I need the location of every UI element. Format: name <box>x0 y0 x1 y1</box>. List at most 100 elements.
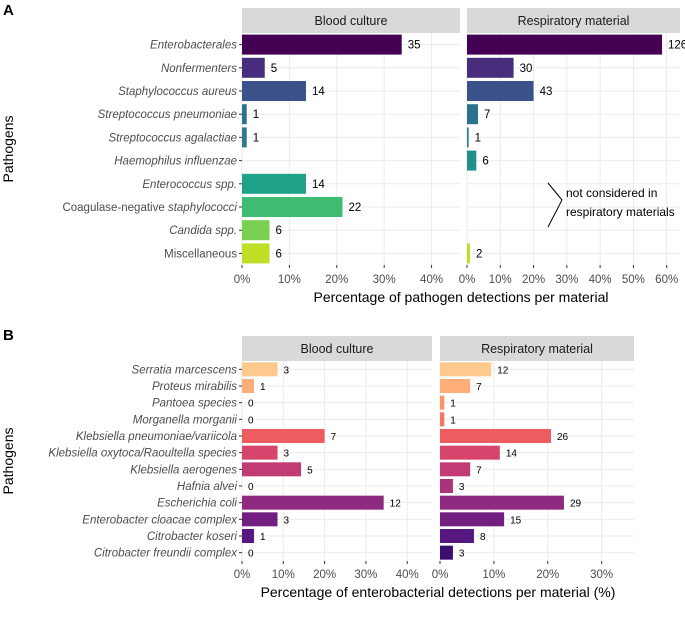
bar <box>467 57 514 78</box>
annotation-bracket <box>547 182 563 228</box>
bar <box>242 362 278 377</box>
data-label: 7 <box>476 465 482 476</box>
bar <box>467 104 478 125</box>
category-label: Staphylococcus aureus <box>118 86 237 98</box>
bar <box>440 379 471 393</box>
data-label: 5 <box>307 465 313 476</box>
bar <box>467 243 470 264</box>
category-label: Streptococcus agalactiae <box>109 132 238 144</box>
x-tick-label: 30% <box>373 274 396 286</box>
category-label: Citrobacter freundii complex <box>94 548 238 560</box>
bar <box>242 495 384 510</box>
data-label: 1 <box>253 109 259 121</box>
x-tick-label: 40% <box>589 274 612 286</box>
bar <box>440 362 492 377</box>
data-label: 30 <box>520 63 533 75</box>
bar <box>242 512 278 527</box>
category-label: Klebsiella aerogenes <box>130 464 237 476</box>
category-label: Nonfermenters <box>161 63 237 75</box>
plot-area <box>242 33 460 265</box>
x-tick-label: 0% <box>234 274 251 286</box>
data-label: 3 <box>459 482 465 493</box>
x-tick-label: 20% <box>313 569 336 581</box>
x-tick-label: 30% <box>555 274 578 286</box>
data-label: 12 <box>390 499 402 510</box>
bar <box>242 81 306 101</box>
x-tick-label: 20% <box>522 274 545 286</box>
x-tick-label: 0% <box>432 569 449 581</box>
x-tick-label: 10% <box>272 569 295 581</box>
x-tick-label: 40% <box>420 274 443 286</box>
x-tick-label: 30% <box>354 569 377 581</box>
data-label: 0 <box>248 415 254 426</box>
panel-b-letter: B <box>3 327 14 344</box>
data-label: 8 <box>480 532 486 543</box>
data-label: 7 <box>331 432 337 443</box>
bar <box>467 34 663 55</box>
bar <box>440 512 505 527</box>
data-label: 7 <box>476 382 482 393</box>
category-label: Miscellaneous <box>164 248 237 260</box>
category-label: Candida spp. <box>169 225 237 237</box>
facet-strip <box>440 336 634 361</box>
x-tick-label: 60% <box>655 274 678 286</box>
data-label: 15 <box>510 515 522 526</box>
data-label: 0 <box>248 482 254 493</box>
bar <box>467 81 534 101</box>
panel-a-letter: A <box>3 2 14 19</box>
category-label: Coagulase-negative staphylococci <box>62 202 237 214</box>
bar <box>440 445 500 460</box>
bar <box>242 429 325 443</box>
data-label: 43 <box>540 86 553 98</box>
annotation-text: not considered in <box>566 186 657 200</box>
category-label: Proteus mirabilis <box>152 381 237 393</box>
data-label: 1 <box>475 132 481 144</box>
data-label: 3 <box>459 549 465 560</box>
data-label: 1 <box>450 415 456 426</box>
data-label: 3 <box>284 449 290 460</box>
bar <box>242 529 254 543</box>
category-label: Enterococcus spp. <box>142 179 237 191</box>
facet-title: Blood culture <box>301 342 374 356</box>
x-tick-label: 30% <box>590 569 613 581</box>
bar <box>440 529 474 543</box>
data-label: 126 <box>668 40 685 52</box>
bar <box>440 462 471 477</box>
bar <box>242 104 247 125</box>
category-label: Pantoea species <box>152 398 237 410</box>
data-label: 14 <box>506 449 518 460</box>
x-axis-title: Percentage of pathogen detections per ma… <box>314 289 609 305</box>
x-axis-title: Percentage of enterobacterial detections… <box>261 584 616 600</box>
category-label-part: staphylococci <box>168 202 237 214</box>
bar <box>242 243 270 264</box>
y-axis-title: Pathogens <box>0 116 16 183</box>
bar <box>242 34 402 55</box>
data-label: 5 <box>271 63 277 75</box>
data-label: 1 <box>260 532 266 543</box>
x-tick-label: 50% <box>622 274 645 286</box>
x-tick-label: 40% <box>396 569 419 581</box>
data-label: 1 <box>450 399 456 410</box>
category-label: Citrobacter koseri <box>147 531 238 543</box>
data-label: 3 <box>284 515 290 526</box>
x-tick-label: 20% <box>536 569 559 581</box>
data-label: 14 <box>312 86 325 98</box>
bar <box>242 379 254 393</box>
x-tick-label: 0% <box>459 274 476 286</box>
bar <box>242 57 265 78</box>
bar <box>467 127 469 148</box>
bar <box>440 495 564 510</box>
category-label: Streptococcus pneumoniae <box>98 109 237 121</box>
category-label: Serratia marcescens <box>132 364 238 376</box>
x-tick-label: 0% <box>234 569 251 581</box>
facet-title: Respiratory material <box>481 342 593 356</box>
data-label: 22 <box>348 202 361 214</box>
bar <box>242 173 306 194</box>
x-tick-label: 10% <box>482 569 505 581</box>
plot-area <box>242 361 432 561</box>
y-axis-title: Pathogens <box>0 428 16 495</box>
x-tick-label: 10% <box>278 274 301 286</box>
category-label-part: Coagulase-negative <box>62 202 168 214</box>
